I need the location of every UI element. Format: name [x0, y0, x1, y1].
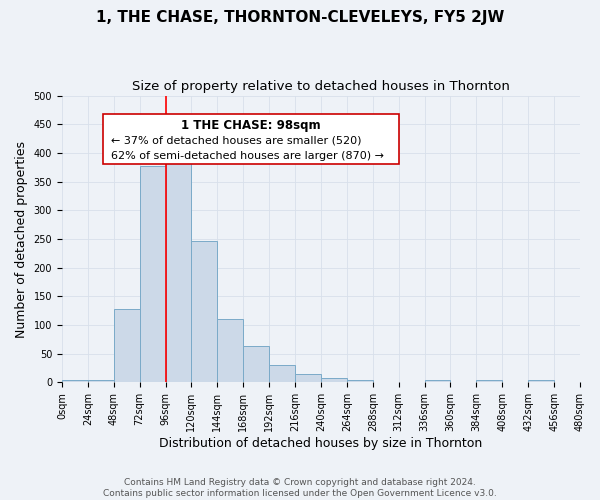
- Text: 62% of semi-detached houses are larger (870) →: 62% of semi-detached houses are larger (…: [111, 151, 384, 161]
- Bar: [114, 309, 140, 382]
- Bar: [191, 242, 217, 382]
- Bar: [88, 380, 114, 382]
- Bar: [166, 142, 191, 382]
- Bar: [321, 378, 347, 382]
- Bar: [140, 166, 166, 382]
- X-axis label: Distribution of detached houses by size in Thornton: Distribution of detached houses by size …: [160, 437, 482, 450]
- Title: Size of property relative to detached houses in Thornton: Size of property relative to detached ho…: [132, 80, 510, 93]
- Bar: [62, 380, 88, 382]
- FancyBboxPatch shape: [103, 114, 398, 164]
- Bar: [347, 380, 373, 382]
- Text: Contains HM Land Registry data © Crown copyright and database right 2024.
Contai: Contains HM Land Registry data © Crown c…: [103, 478, 497, 498]
- Text: 1 THE CHASE: 98sqm: 1 THE CHASE: 98sqm: [181, 120, 321, 132]
- Bar: [269, 364, 295, 382]
- Text: 1, THE CHASE, THORNTON-CLEVELEYS, FY5 2JW: 1, THE CHASE, THORNTON-CLEVELEYS, FY5 2J…: [96, 10, 504, 25]
- Text: ← 37% of detached houses are smaller (520): ← 37% of detached houses are smaller (52…: [111, 136, 362, 145]
- Bar: [295, 374, 321, 382]
- Bar: [528, 380, 554, 382]
- Bar: [425, 380, 451, 382]
- Bar: [476, 380, 502, 382]
- Y-axis label: Number of detached properties: Number of detached properties: [15, 140, 28, 338]
- Bar: [243, 346, 269, 382]
- Bar: [217, 319, 243, 382]
